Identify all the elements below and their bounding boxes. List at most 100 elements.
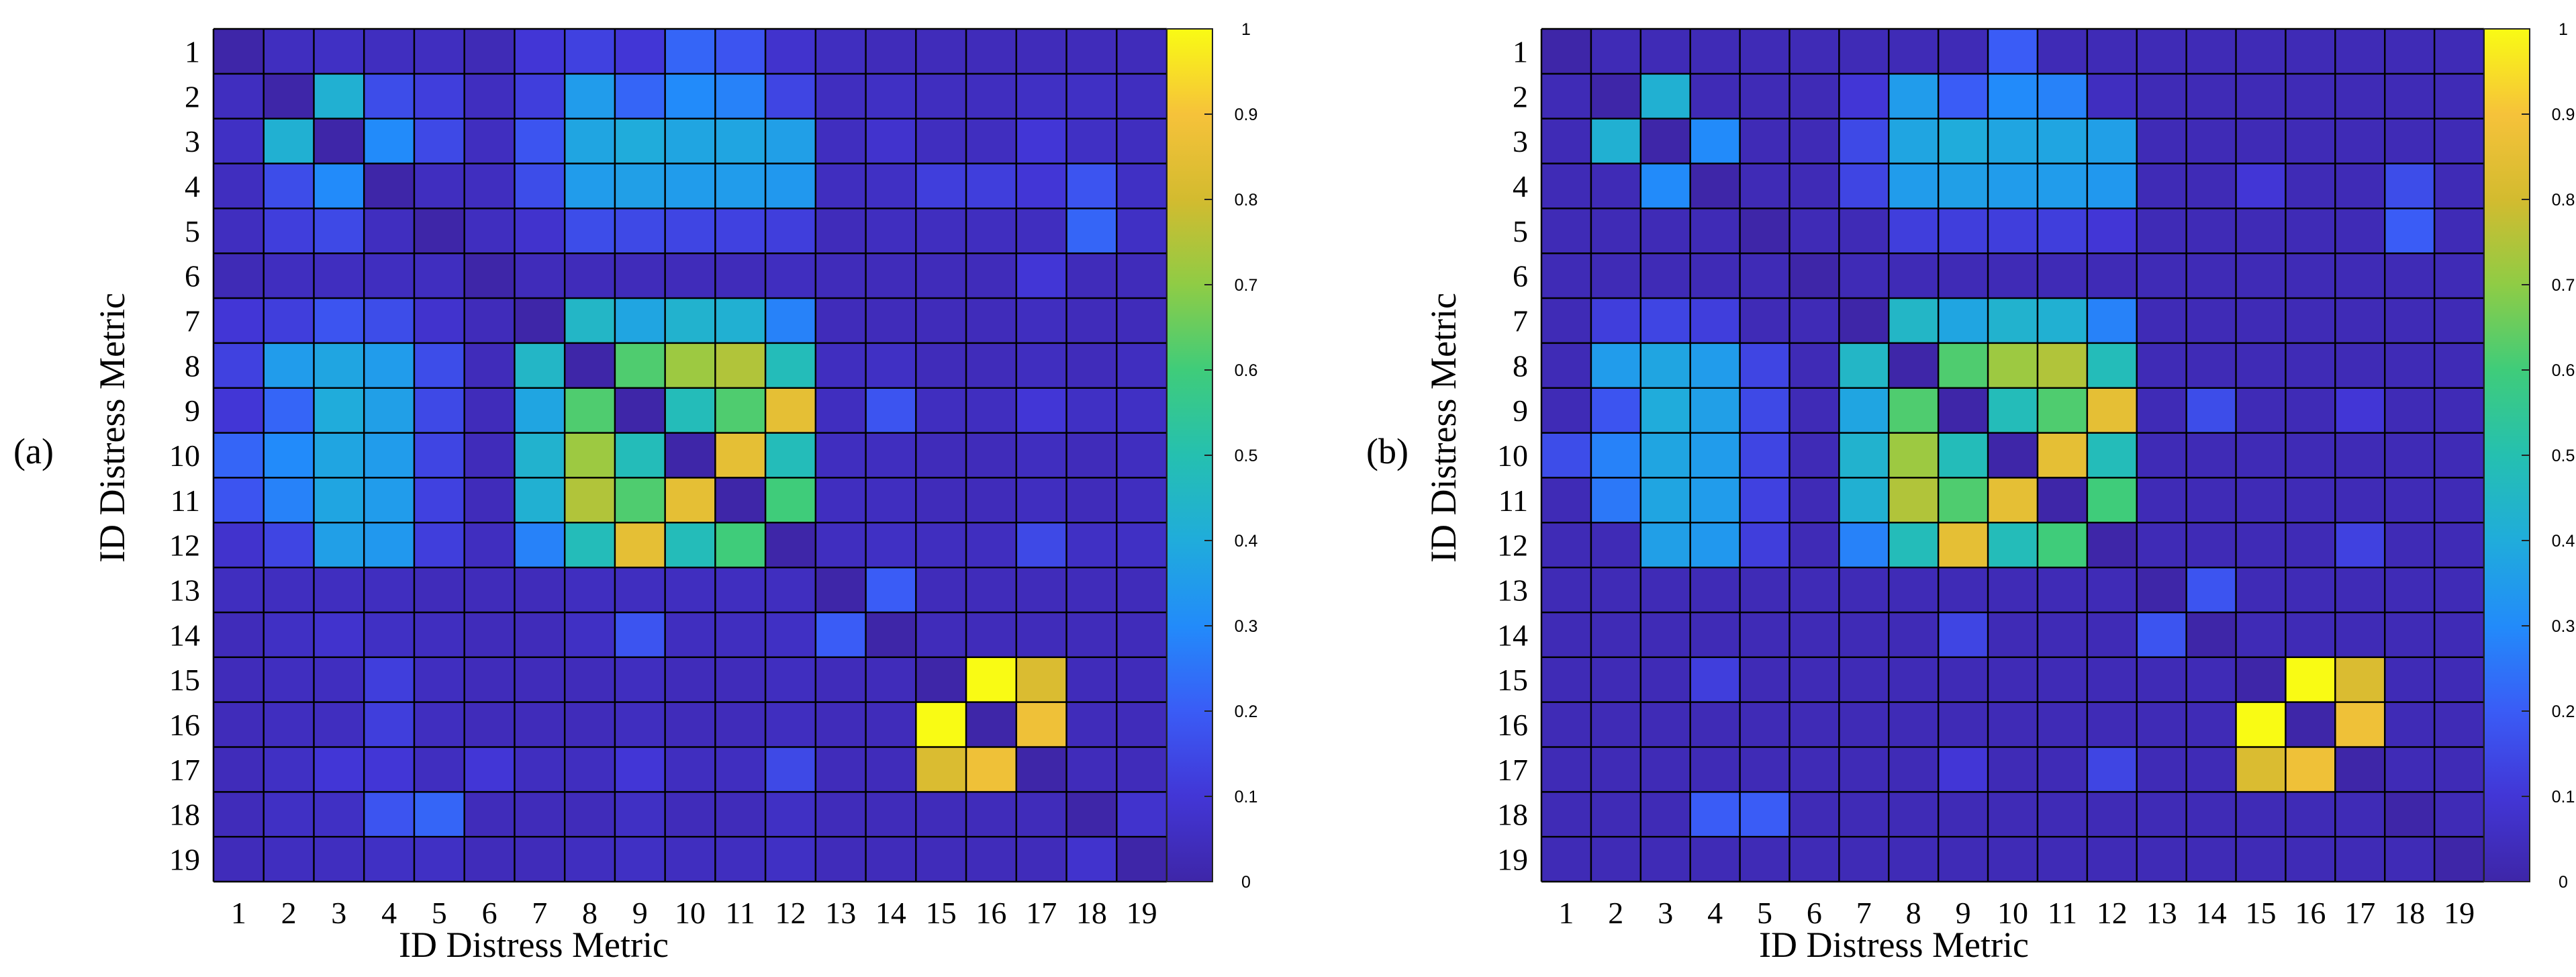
heatmap-cell-a-r15-c13: [815, 657, 867, 703]
heatmap-cell-a-r15-c15: [916, 657, 967, 703]
heatmap-cell-b-r18-c18: [2385, 792, 2435, 837]
heatmap-cell-b-r15-c2: [1590, 657, 1641, 703]
heatmap-cell-a-r6-c15: [916, 253, 967, 299]
heatmap-cell-a-r11-c18: [1066, 477, 1117, 523]
colorbar-tick-label-a: 0.6: [1235, 361, 1258, 380]
heatmap-cell-a-r13-c4: [364, 567, 415, 613]
heatmap-cell-a-r16-c18: [1066, 702, 1117, 748]
heatmap-cell-b-r1-c4: [1690, 29, 1741, 75]
heatmap-cell-a-r10-c8: [565, 432, 616, 479]
heatmap-cell-b-r18-c1: [1541, 792, 1592, 837]
heatmap-cell-a-r1-c3: [314, 29, 365, 75]
heatmap-cell-b-r9-c7: [1839, 387, 1889, 434]
heatmap-cell-b-r14-c9: [1938, 612, 1989, 658]
heatmap-cell-b-r4-c6: [1789, 163, 1840, 209]
heatmap-cell-b-r12-c6: [1789, 522, 1840, 568]
heatmap-cell-b-r5-c9: [1938, 208, 1989, 254]
heatmap-cell-a-r15-c5: [414, 657, 465, 703]
heatmap-cell-b-r6-c5: [1739, 253, 1791, 299]
colorbar-a: 0 0.1 0.2 0.3 0.4 0.5 0.6 0.7 0.8 0.9 1: [1166, 20, 1258, 892]
heatmap-cell-b-r16-c16: [2285, 702, 2336, 748]
heatmap-cell-a-r14-c13: [815, 612, 867, 658]
heatmap-cell-a-r12-c6: [464, 522, 516, 568]
heatmap-cell-a-r10-c4: [364, 432, 415, 479]
heatmap-cell-b-r16-c14: [2186, 702, 2237, 748]
heatmap-cell-a-r12-c11: [715, 522, 766, 568]
heatmap-cell-b-r11-c15: [2236, 477, 2287, 523]
x-tick-label-a: 15: [926, 896, 957, 930]
x-tick-label-a: 6: [482, 896, 497, 930]
heatmap-cell-a-r9-c19: [1116, 387, 1167, 434]
heatmap-cell-a-r7-c17: [1016, 298, 1067, 344]
heatmap-cell-a-r15-c10: [665, 657, 716, 703]
heatmap-cell-a-r18-c19: [1116, 792, 1167, 837]
heatmap-cell-b-r15-c17: [2335, 657, 2385, 703]
heatmap-cell-a-r3-c7: [514, 118, 565, 165]
heatmap-cell-a-r3-c19: [1116, 118, 1167, 165]
heatmap-cell-a-r17-c11: [715, 747, 766, 792]
heatmap-cell-b-r5-c18: [2385, 208, 2435, 254]
heatmap-cells-b: [1541, 29, 2485, 882]
heatmap-cell-b-r12-c9: [1938, 522, 1989, 568]
heatmap-cell-b-r19-c6: [1789, 837, 1840, 882]
heatmap-cell-b-r13-c8: [1889, 567, 1939, 613]
heatmap-cell-b-r18-c5: [1739, 792, 1791, 837]
heatmap-cell-a-r15-c7: [514, 657, 565, 703]
heatmap-cell-b-r14-c10: [1988, 612, 2038, 658]
heatmap-cell-b-r3-c14: [2186, 118, 2237, 165]
heatmap-cell-b-r10-c14: [2186, 432, 2237, 479]
y-tick-label-a: 14: [169, 618, 200, 652]
heatmap-cell-b-r9-c1: [1541, 387, 1592, 434]
heatmap-cell-b-r8-c11: [2037, 342, 2088, 389]
heatmap-cell-a-r9-c18: [1066, 387, 1117, 434]
y-tick-label-b: 2: [1513, 79, 1528, 113]
heatmap-cell-a-r12-c10: [665, 522, 716, 568]
heatmap-cell-b-r2-c7: [1839, 73, 1889, 120]
heatmap-cell-a-r2-c11: [715, 73, 766, 120]
heatmap-cell-a-r6-c3: [314, 253, 365, 299]
heatmap-cell-b-r13-c4: [1690, 567, 1741, 613]
heatmap-cell-b-r15-c6: [1789, 657, 1840, 703]
heatmap-cell-a-r4-c9: [614, 163, 666, 209]
heatmap-cell-a-r16-c12: [765, 702, 816, 748]
heatmap-cell-b-r12-c5: [1739, 522, 1791, 568]
heatmap-cell-b-r1-c10: [1988, 29, 2038, 75]
heatmap-cell-a-r9-c14: [865, 387, 916, 434]
heatmap-cell-a-r15-c9: [614, 657, 666, 703]
heatmap-cell-b-r2-c18: [2385, 73, 2435, 120]
heatmap-cell-a-r13-c12: [765, 567, 816, 613]
heatmap-cell-a-r16-c6: [464, 702, 516, 748]
heatmap-cell-b-r11-c1: [1541, 477, 1592, 523]
heatmap-cell-b-r6-c6: [1789, 253, 1840, 299]
heatmap-cell-a-r12-c18: [1066, 522, 1117, 568]
heatmap-cell-b-r5-c2: [1590, 208, 1641, 254]
heatmap-cell-a-r13-c6: [464, 567, 516, 613]
heatmap-cell-b-r14-c16: [2285, 612, 2336, 658]
heatmap-cell-a-r8-c13: [815, 342, 867, 389]
heatmap-cell-b-r7-c1: [1541, 298, 1592, 344]
heatmap-cell-b-r19-c10: [1988, 837, 2038, 882]
heatmap-cell-a-r5-c15: [916, 208, 967, 254]
y-axis-title-b: ID Distress Metric: [1423, 293, 1464, 563]
heatmap-cell-b-r19-c4: [1690, 837, 1741, 882]
heatmap-cell-a-r19-c16: [966, 837, 1017, 882]
heatmap-cell-a-r14-c3: [314, 612, 365, 658]
y-tick-label-a: 15: [169, 663, 200, 697]
heatmap-cell-a-r3-c6: [464, 118, 516, 165]
heatmap-cell-a-r19-c10: [665, 837, 716, 882]
x-tick-label-a: 1: [231, 896, 246, 930]
y-axis-title-a: ID Distress Metric: [92, 293, 132, 563]
x-tick-label-b: 11: [2048, 896, 2077, 930]
heatmap-cell-a-r3-c4: [364, 118, 415, 165]
heatmap-cell-a-r11-c6: [464, 477, 516, 523]
heatmap-cell-b-r7-c15: [2236, 298, 2287, 344]
heatmap-cell-b-r15-c16: [2285, 657, 2336, 703]
heatmap-cell-b-r17-c12: [2087, 747, 2138, 792]
x-tick-label-a: 13: [825, 896, 856, 930]
heatmap-cell-b-r19-c13: [2136, 837, 2187, 882]
heatmap-cell-b-r1-c17: [2335, 29, 2385, 75]
heatmap-cell-a-r12-c5: [414, 522, 465, 568]
heatmap-cell-a-r13-c16: [966, 567, 1017, 613]
heatmap-cell-b-r10-c1: [1541, 432, 1592, 479]
